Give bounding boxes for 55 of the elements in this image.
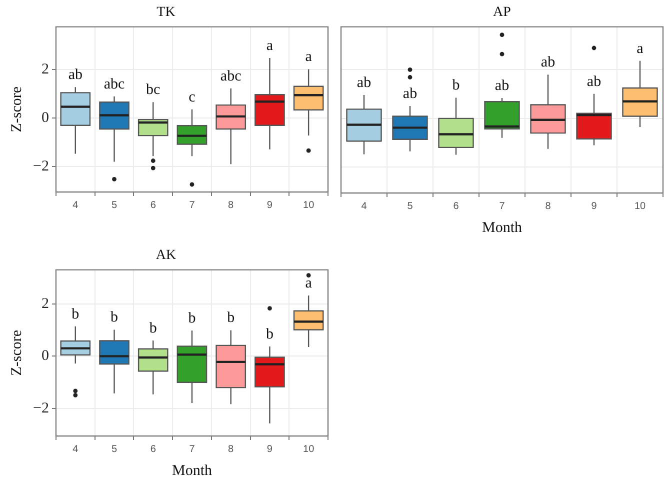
chart-title: TK [156, 5, 176, 20]
x-tick-label: 4 [72, 200, 79, 211]
x-tick-label: 6 [150, 444, 156, 455]
annotation: abc [104, 76, 125, 92]
annotation: a [266, 38, 274, 54]
x-axis-title: Month [482, 220, 522, 236]
annotation: bc [146, 82, 161, 98]
x-tick-label: 6 [150, 200, 156, 211]
x-tick-label: 7 [189, 200, 196, 211]
annotation: a [305, 49, 312, 66]
chart-title: AP [493, 5, 512, 20]
x-tick-label: 8 [228, 200, 234, 211]
x-tick-label: 7 [499, 200, 506, 212]
x-axis-title: Month [172, 462, 212, 479]
x-tick-label: 10 [303, 444, 315, 455]
annotation: c [188, 89, 196, 106]
annotation: b [227, 310, 235, 326]
annotation: a [636, 40, 644, 57]
y-tick-label: 2 [41, 296, 49, 312]
x-tick-label: 9 [266, 200, 273, 211]
y-tick-label: 0 [41, 348, 49, 364]
x-tick-label: 6 [453, 200, 460, 212]
x-tick-label: 9 [591, 200, 598, 212]
y-tick-label: 2 [41, 61, 49, 78]
annotation: b [149, 320, 157, 336]
y-axis-title: Z-score [8, 86, 25, 132]
annotation: ab [356, 74, 372, 91]
x-tick-label: 5 [407, 200, 414, 212]
chart-title: AK [156, 248, 176, 264]
y-axis-title: Z-score [8, 330, 25, 376]
annotation: ab [68, 67, 82, 84]
x-tick-label: 9 [266, 444, 273, 455]
y-tick-label: 0 [41, 110, 49, 126]
y-tick-label: −2 [32, 158, 49, 174]
annotation: b [188, 310, 196, 326]
x-tick-label: 4 [361, 200, 368, 212]
annotation: abc [220, 68, 242, 84]
annotation: b [452, 78, 460, 94]
x-tick-label: 4 [72, 444, 79, 455]
x-tick-label: 7 [189, 444, 196, 455]
x-tick-label: 5 [111, 444, 118, 455]
annotation: b [110, 310, 118, 326]
y-tick-label: −2 [32, 400, 49, 416]
annotation: ab [402, 86, 418, 102]
x-tick-label: 8 [228, 444, 234, 455]
annotation: ab [540, 54, 556, 70]
annotation: b [72, 306, 80, 322]
annotation: ab [494, 78, 510, 94]
x-tick-label: 10 [634, 200, 646, 212]
annotation: ab [586, 74, 602, 90]
annotation: b [266, 326, 274, 342]
x-tick-label: 8 [545, 200, 552, 212]
x-tick-label: 5 [111, 200, 118, 211]
x-tick-label: 10 [303, 200, 315, 211]
annotation: a [305, 275, 312, 292]
